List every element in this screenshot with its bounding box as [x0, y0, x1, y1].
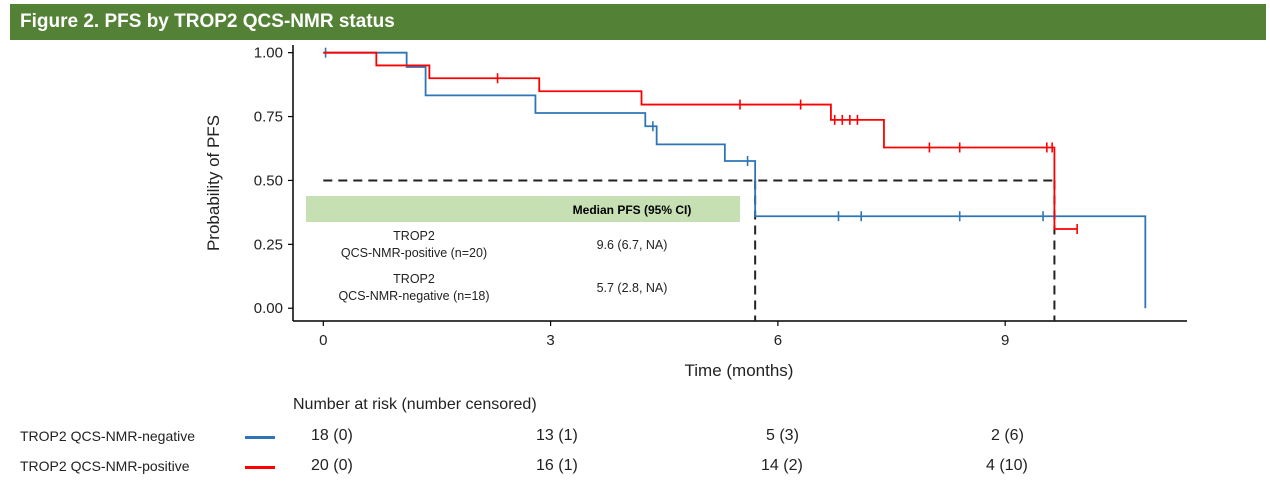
median-row-label: TROP2 [393, 272, 435, 286]
risk-cell: 20 (0) [311, 457, 353, 474]
y-tick-label: 1.00 [254, 45, 283, 62]
y-tick-label: 0.25 [254, 236, 283, 253]
x-axis-title: Time (months) [685, 361, 794, 380]
risk-cell: 13 (1) [536, 427, 578, 444]
risk-cell: 5 (3) [766, 427, 799, 444]
legend-line-positive [245, 466, 275, 469]
risk-cell: 14 (2) [761, 457, 803, 474]
risk-cell: 2 (6) [991, 427, 1024, 444]
risk-cell: 18 (0) [311, 427, 353, 444]
km-curve-1 [323, 51, 1078, 230]
y-tick-label: 0.00 [254, 300, 283, 317]
km-chart: 0.00 0.25 0.50 0.75 1.00 0 3 6 9 Time (months) Pro… [204, 45, 1187, 380]
legend-line-negative [245, 436, 275, 439]
plot-area: 0.00 0.25 0.50 0.75 1.00 0 3 6 9 Time (months) Pro… [204, 45, 1187, 380]
figure-title: Figure 2. PFS by TROP2 QCS-NMR status [10, 4, 1266, 40]
risk-cell: 16 (1) [536, 457, 578, 474]
x-tick-label: 6 [774, 332, 782, 349]
y-tick-label: 0.75 [254, 109, 283, 126]
median-row-label: TROP2 [393, 229, 435, 243]
y-axis-title: Probability of PFS [204, 115, 223, 251]
risk-table-heading: Number at risk (number censored) [293, 396, 537, 413]
risk-row-negative: TROP2 QCS-NMR-negative 18 (0) 13 (1) 5 (… [0, 425, 1270, 449]
risk-row-positive: TROP2 QCS-NMR-positive 20 (0) 16 (1) 14 … [0, 455, 1270, 479]
median-row-value: 9.6 (6.7, NA) [597, 238, 668, 252]
y-tick-label: 0.50 [254, 172, 283, 189]
x-tick-label: 0 [319, 332, 327, 349]
x-tick-label: 9 [1001, 332, 1009, 349]
median-row-label: QCS-NMR-negative (n=18) [338, 289, 489, 303]
median-table-header-bg [306, 196, 740, 222]
risk-cell: 4 (10) [986, 457, 1028, 474]
risk-row-label: TROP2 QCS-NMR-negative [20, 428, 196, 444]
median-table-header: Median PFS (95% CI) [573, 203, 692, 217]
x-tick-label: 3 [546, 332, 554, 349]
median-row-value: 5.7 (2.8, NA) [597, 281, 668, 295]
median-row-label: QCS-NMR-positive (n=20) [341, 246, 487, 260]
risk-row-label: TROP2 QCS-NMR-positive [20, 458, 190, 474]
km-curve-0 [323, 51, 1147, 309]
